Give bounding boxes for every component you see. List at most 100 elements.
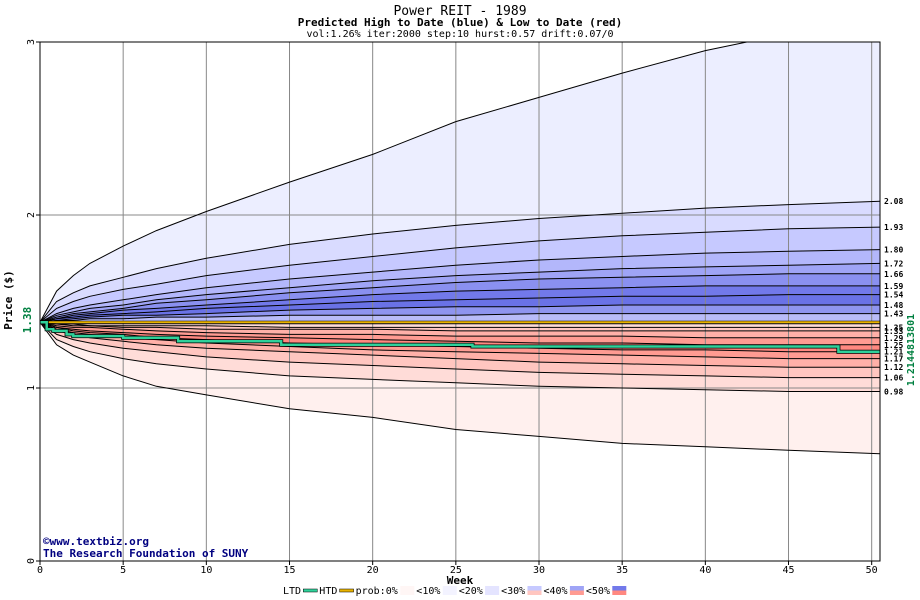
y-tick-label: 1 <box>26 385 37 391</box>
legend: LTD HTD prob:0% <10% <20% <30% <40% <50% <box>283 586 627 597</box>
axes: 0 5 10 15 20 25 30 35 40 45 50 0 1 2 3 <box>26 39 881 576</box>
percentile-line <box>40 321 880 379</box>
percentile-line <box>40 226 880 323</box>
band-end-label: 1.59 <box>884 282 903 291</box>
high-band-area <box>40 263 880 323</box>
band-end-label: 0.98 <box>884 387 903 396</box>
band-end-label: 1.21 <box>884 348 903 357</box>
percentile-line <box>40 321 880 332</box>
percentile-line <box>40 249 880 323</box>
price-path-line <box>40 321 880 353</box>
low-band-area <box>40 322 880 368</box>
low-band-area <box>40 322 880 378</box>
percentile-line <box>40 321 880 346</box>
low-band-area <box>40 322 880 345</box>
y-axis-label: Price ($) <box>2 270 15 330</box>
outer-high-line <box>40 42 750 323</box>
percentile-line <box>40 200 880 323</box>
chart-params: vol:1.26% iter:2000 step:10 hurst:0.57 d… <box>306 29 613 40</box>
x-tick-label: 0 <box>37 565 43 576</box>
band-end-label: 1.06 <box>884 374 903 383</box>
x-tick-label: 15 <box>283 565 295 576</box>
chart-title: Power REIT - 1989 <box>393 4 526 19</box>
percentile-line <box>40 294 880 323</box>
band-end-label: 1.35 <box>884 323 903 332</box>
band-end-label: 1.12 <box>884 363 903 372</box>
band-end-label: 1.54 <box>884 291 903 300</box>
last-price-label: 1.2144813801 <box>906 314 917 386</box>
legend-swatch-low <box>569 590 584 595</box>
legend-swatch-high <box>527 586 542 591</box>
percentile-line <box>40 313 880 323</box>
credit-line-1: ©www.textbiz.org <box>43 535 149 548</box>
grid <box>40 42 880 561</box>
legend-item-label: <50% <box>586 586 610 597</box>
x-tick-label: 20 <box>367 565 379 576</box>
band-end-label: 1.33 <box>884 327 903 336</box>
legend-ltd-swatch <box>303 588 318 593</box>
credit-line-2: The Research Foundation of SUNY <box>43 547 249 560</box>
band-end-label: 1.17 <box>884 355 903 364</box>
y-tick-label: 3 <box>26 39 37 45</box>
x-tick-label: 50 <box>866 565 878 576</box>
plot-frame <box>39 41 881 562</box>
percentile-line <box>40 304 880 323</box>
band-end-label: 1.93 <box>884 223 903 232</box>
x-tick-label: 25 <box>450 565 462 576</box>
band-labels: 2.08 1.93 1.80 1.72 1.66 1.591.541.481.43 1.35… <box>884 197 903 396</box>
x-tick-label: 40 <box>699 565 711 576</box>
high-band-area <box>40 305 880 323</box>
band-end-label: 1.48 <box>884 301 903 310</box>
percentile-line <box>40 321 880 392</box>
x-tick-label: 30 <box>533 565 545 576</box>
y-tick-label: 2 <box>26 212 37 218</box>
high-band-area <box>40 249 880 323</box>
legend-swatch-low <box>612 590 627 595</box>
band-end-label: 1.29 <box>884 334 903 343</box>
percentile-line <box>40 321 880 328</box>
band-end-label: 2.08 <box>884 197 903 206</box>
band-end-label: 1.43 <box>884 310 903 319</box>
high-band-area <box>40 313 880 323</box>
high-band-area <box>40 285 880 323</box>
x-tick-label: 10 <box>200 565 212 576</box>
band-end-label: 1.80 <box>884 246 903 255</box>
high-band-area <box>40 294 880 323</box>
band-end-label: 1.72 <box>884 259 903 268</box>
x-tick-label: 45 <box>782 565 794 576</box>
legend-item-label: <10% <box>416 586 440 597</box>
percentile-line <box>40 321 880 339</box>
chart-subtitle: Predicted High to Date (blue) & Low to D… <box>298 16 623 29</box>
legend-swatch-0 <box>400 586 415 595</box>
high-band-area <box>40 273 880 323</box>
high-band-area <box>40 201 880 323</box>
high-band-area <box>40 42 880 323</box>
percentile-lines <box>40 42 880 455</box>
low-band-area <box>40 322 880 392</box>
percentile-line <box>40 262 880 323</box>
legend-prob-label: prob:0% <box>356 586 398 597</box>
legend-swatch-high <box>612 586 627 591</box>
price-path-layer <box>40 320 880 354</box>
current-price-label: 1.38 <box>21 307 34 334</box>
x-axis-label: Week <box>447 574 474 587</box>
legend-swatch-high <box>569 586 584 591</box>
band-end-label: 1.25 <box>884 341 903 350</box>
legend-ltd-label: LTD <box>283 586 301 597</box>
legend-swatch <box>442 586 457 595</box>
x-tick-label: 35 <box>616 565 628 576</box>
legend-swatch-low <box>527 590 542 595</box>
legend-htd-swatch <box>339 588 354 593</box>
x-tick-label: 5 <box>120 565 126 576</box>
high-band-area <box>40 227 880 323</box>
percentile-line <box>40 285 880 323</box>
legend-htd-label: HTD <box>319 586 337 597</box>
percentile-line <box>40 273 880 323</box>
band-end-label: 1.66 <box>884 270 903 279</box>
legend-item-label: <30% <box>501 586 525 597</box>
outer-low-line <box>40 322 880 455</box>
low-band-area <box>40 322 880 338</box>
legend-swatch <box>485 586 500 595</box>
legend-item-label: <40% <box>544 586 568 597</box>
